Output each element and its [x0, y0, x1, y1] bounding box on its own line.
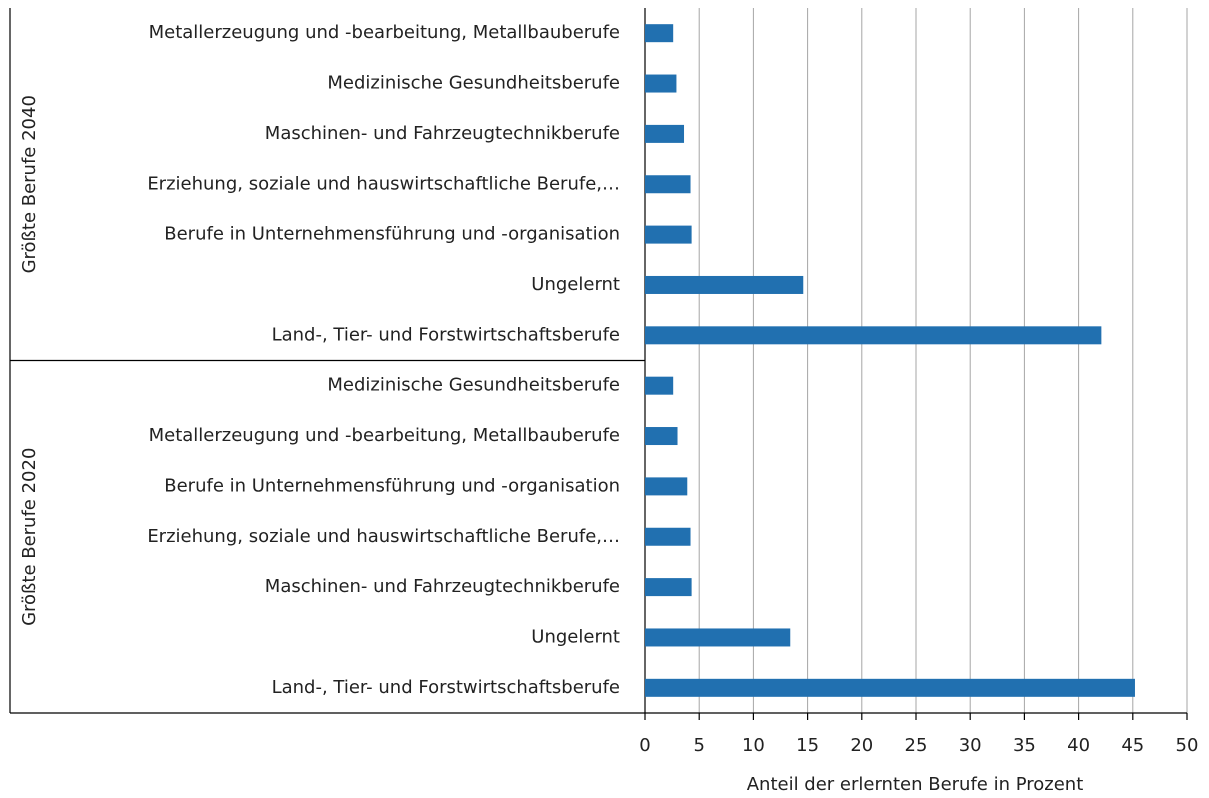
x-axis-label: Anteil der erlernten Berufe in Prozent — [747, 774, 1084, 795]
bar — [645, 527, 691, 546]
y-tick-label: Medizinische Gesundheitsberufe — [327, 73, 620, 94]
bar — [645, 24, 674, 43]
y-tick-label: Ungelernt — [531, 274, 620, 295]
x-tick-label: 45 — [1121, 735, 1144, 756]
x-tick-label: 25 — [905, 735, 928, 756]
y-tick-label: Medizinische Gesundheitsberufe — [327, 375, 620, 396]
x-tick-label: 15 — [796, 735, 819, 756]
x-tick-label: 0 — [639, 735, 650, 756]
x-tick-label: 5 — [693, 735, 704, 756]
y-tick-label: Land-, Tier- und Forstwirtschaftsberufe — [272, 324, 620, 345]
y-tick-label: Erziehung, soziale und hauswirtschaftlic… — [147, 173, 620, 194]
y-tick-label: Ungelernt — [531, 626, 620, 647]
x-tick-label: 35 — [1013, 735, 1036, 756]
y-tick-label: Metallerzeugung und -bearbeitung, Metall… — [149, 425, 620, 446]
bar — [645, 628, 791, 647]
x-tick-label: 20 — [850, 735, 873, 756]
group-label: Größte Berufe 2020 — [19, 448, 40, 626]
bar — [645, 175, 691, 194]
y-tick-label: Berufe in Unternehmensführung und -organ… — [164, 224, 620, 245]
bar — [645, 578, 692, 597]
bar — [645, 477, 688, 496]
x-tick-label: 30 — [959, 735, 982, 756]
y-tick-label: Erziehung, soziale und hauswirtschaftlic… — [147, 526, 620, 547]
bar — [645, 427, 678, 446]
bar — [645, 275, 804, 294]
x-tick-label: 50 — [1176, 735, 1199, 756]
bar — [645, 678, 1135, 697]
y-tick-label: Maschinen- und Fahrzeugtechnikberufe — [265, 123, 620, 144]
y-tick-label: Berufe in Unternehmensführung und -organ… — [164, 475, 620, 496]
group-label: Größte Berufe 2040 — [19, 95, 40, 273]
bar — [645, 74, 677, 93]
y-tick-label: Metallerzeugung und -bearbeitung, Metall… — [149, 22, 620, 43]
bar — [645, 225, 692, 244]
bar — [645, 326, 1102, 345]
y-tick-label: Land-, Tier- und Forstwirtschaftsberufe — [272, 677, 620, 698]
y-tick-label: Maschinen- und Fahrzeugtechnikberufe — [265, 576, 620, 597]
x-tick-label: 40 — [1067, 735, 1090, 756]
bar — [645, 376, 674, 395]
bar — [645, 124, 685, 143]
x-tick-label: 10 — [742, 735, 765, 756]
